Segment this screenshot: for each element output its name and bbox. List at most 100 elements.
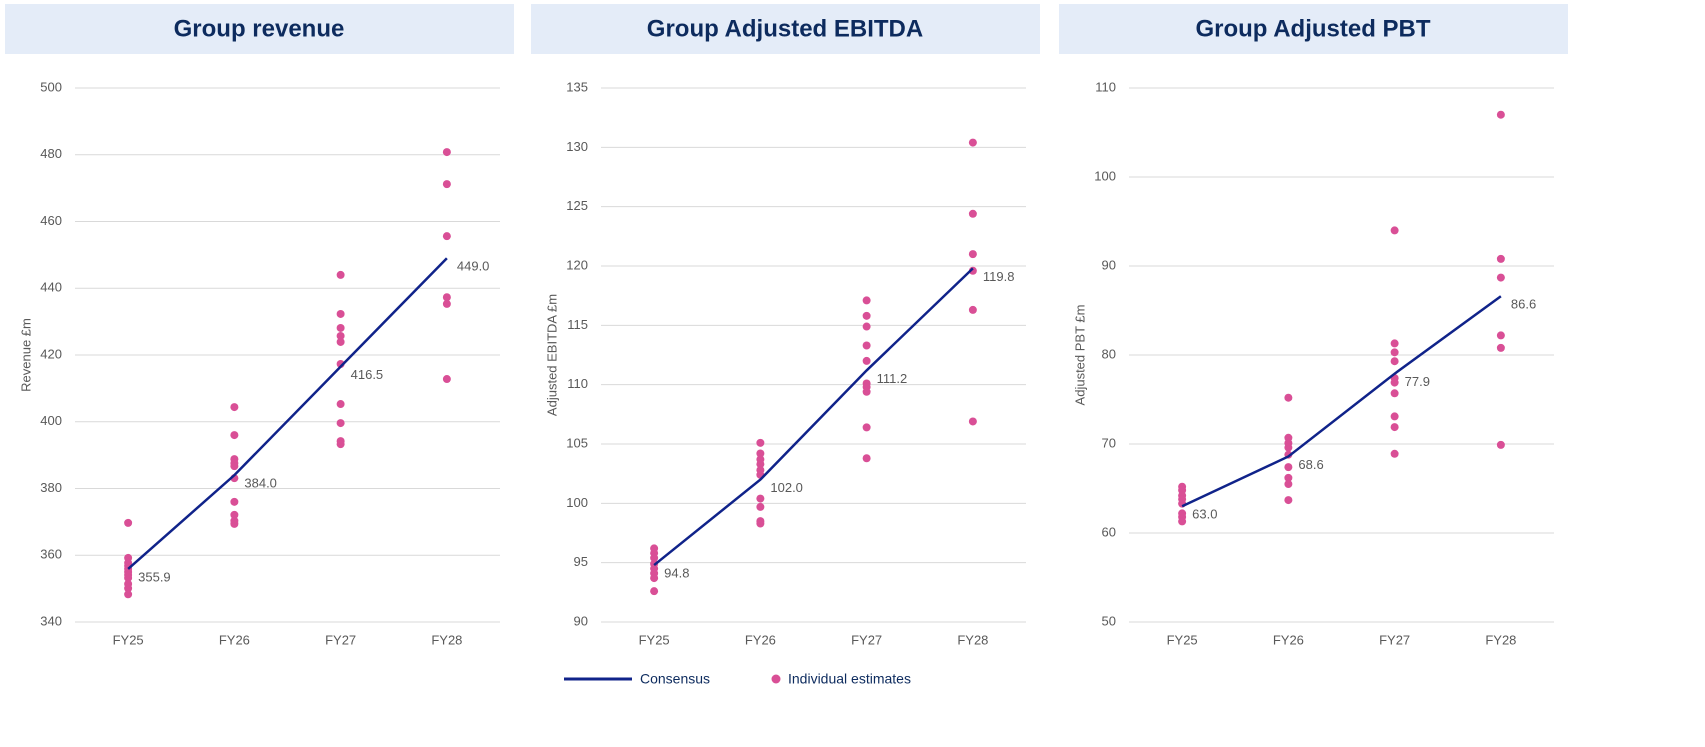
y-tick-label: 340 bbox=[40, 613, 62, 628]
estimate-point bbox=[968, 305, 977, 314]
estimate-point bbox=[1284, 473, 1293, 482]
y-tick-label: 80 bbox=[1102, 346, 1116, 361]
estimate-point bbox=[1284, 480, 1293, 489]
estimate-point bbox=[442, 375, 451, 384]
x-tick-label: FY26 bbox=[1273, 632, 1304, 647]
value-label: 63.0 bbox=[1192, 507, 1217, 522]
estimate-point bbox=[1496, 331, 1505, 340]
y-tick-label: 60 bbox=[1102, 524, 1116, 539]
estimate-point bbox=[1178, 517, 1187, 526]
y-tick-label: 115 bbox=[567, 317, 588, 332]
estimate-point bbox=[230, 510, 239, 519]
y-tick-label: 360 bbox=[40, 547, 62, 562]
x-tick-label: FY28 bbox=[431, 632, 462, 647]
value-label: 94.8 bbox=[664, 565, 689, 580]
title-band bbox=[531, 4, 1040, 54]
y-tick-label: 90 bbox=[574, 613, 588, 628]
consensus-line bbox=[653, 267, 974, 567]
x-tick-label: FY25 bbox=[1167, 632, 1198, 647]
x-tick-label: FY26 bbox=[219, 632, 250, 647]
estimate-point bbox=[1496, 440, 1505, 449]
y-tick-label: 460 bbox=[40, 213, 62, 228]
chart-title: Group Adjusted PBT bbox=[1195, 15, 1430, 42]
estimate-point bbox=[1496, 110, 1505, 119]
estimate-point bbox=[862, 341, 871, 350]
estimate-point bbox=[336, 337, 345, 346]
consensus-line bbox=[127, 257, 448, 570]
legend-marker bbox=[771, 674, 781, 684]
estimate-point bbox=[756, 460, 765, 469]
y-axis-label: Adjusted EBITDA £m bbox=[544, 294, 559, 416]
estimate-point bbox=[968, 417, 977, 426]
estimate-point bbox=[756, 438, 765, 447]
y-tick-label: 380 bbox=[40, 480, 62, 495]
estimate-point bbox=[756, 519, 765, 528]
y-tick-label: 135 bbox=[566, 79, 588, 94]
estimate-point bbox=[336, 440, 345, 449]
estimate-point bbox=[124, 590, 133, 599]
estimate-point bbox=[650, 553, 659, 562]
estimate-point bbox=[336, 309, 345, 318]
estimate-point bbox=[1284, 443, 1293, 452]
value-label: 68.6 bbox=[1298, 457, 1323, 472]
estimate-point bbox=[1390, 339, 1399, 348]
y-tick-label: 125 bbox=[566, 198, 588, 213]
estimate-point bbox=[230, 431, 239, 440]
y-axis-label: Revenue £m bbox=[18, 318, 33, 392]
y-tick-label: 420 bbox=[40, 346, 62, 361]
x-tick-label: FY26 bbox=[745, 632, 776, 647]
chart-title: Group Adjusted EBITDA bbox=[647, 15, 923, 42]
estimate-point bbox=[1496, 254, 1505, 263]
estimate-point bbox=[650, 574, 659, 583]
estimate-point bbox=[1390, 449, 1399, 458]
estimate-point bbox=[1390, 412, 1399, 421]
y-axis-label: Adjusted PBT £m bbox=[1072, 305, 1087, 406]
estimate-point bbox=[124, 518, 133, 527]
estimate-point bbox=[1390, 226, 1399, 235]
y-tick-label: 110 bbox=[1095, 79, 1116, 94]
y-tick-label: 400 bbox=[40, 413, 62, 428]
estimate-point bbox=[1496, 273, 1505, 282]
x-tick-label: FY28 bbox=[957, 632, 988, 647]
estimate-point bbox=[1390, 389, 1399, 398]
x-tick-label: FY25 bbox=[113, 632, 144, 647]
value-label: 102.0 bbox=[770, 480, 803, 495]
y-tick-label: 480 bbox=[40, 146, 62, 161]
estimate-point bbox=[124, 584, 133, 593]
estimate-point bbox=[124, 573, 133, 582]
y-tick-label: 500 bbox=[40, 79, 62, 94]
estimate-point bbox=[336, 419, 345, 428]
estimate-point bbox=[336, 270, 345, 279]
y-tick-label: 95 bbox=[574, 554, 588, 569]
y-tick-label: 110 bbox=[567, 376, 588, 391]
value-label: 111.2 bbox=[877, 371, 908, 386]
y-tick-label: 100 bbox=[1094, 168, 1116, 183]
estimate-point bbox=[336, 331, 345, 340]
estimate-point bbox=[336, 323, 345, 332]
estimate-point bbox=[1390, 348, 1399, 357]
x-tick-label: FY28 bbox=[1485, 632, 1516, 647]
estimate-point bbox=[230, 462, 239, 471]
estimate-point bbox=[968, 209, 977, 218]
estimate-point bbox=[968, 250, 977, 259]
y-tick-label: 120 bbox=[566, 257, 588, 272]
estimate-point bbox=[862, 356, 871, 365]
consensus-line bbox=[1181, 295, 1502, 508]
y-tick-label: 130 bbox=[566, 139, 588, 154]
estimate-point bbox=[862, 322, 871, 331]
y-tick-label: 100 bbox=[566, 495, 588, 510]
estimate-point bbox=[862, 387, 871, 396]
x-tick-label: FY25 bbox=[639, 632, 670, 647]
estimate-point bbox=[862, 454, 871, 463]
value-label: 86.6 bbox=[1511, 297, 1536, 312]
estimate-point bbox=[230, 497, 239, 506]
x-tick-label: FY27 bbox=[851, 632, 882, 647]
estimate-point bbox=[442, 293, 451, 302]
estimate-point bbox=[650, 587, 659, 596]
estimate-point bbox=[442, 148, 451, 157]
value-label: 77.9 bbox=[1405, 374, 1430, 389]
estimate-point bbox=[336, 400, 345, 409]
estimate-point bbox=[1284, 393, 1293, 402]
